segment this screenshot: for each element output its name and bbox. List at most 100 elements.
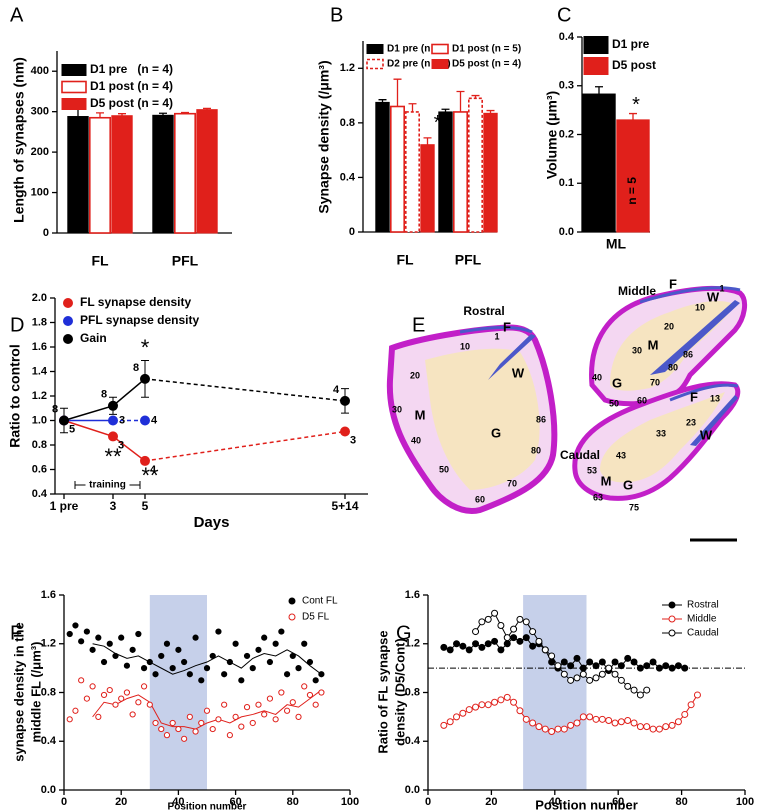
- data-point: [535, 723, 543, 731]
- error-bar: [159, 112, 167, 116]
- legend-marker: [63, 298, 73, 308]
- data-point: [146, 658, 153, 666]
- y-tick-label: 0: [43, 227, 49, 239]
- x-tick-label: 20: [485, 796, 497, 808]
- data-point: [221, 671, 228, 678]
- data-point: [158, 725, 165, 733]
- position-label: 86: [536, 414, 546, 424]
- data-point: [181, 735, 188, 742]
- data-point: [83, 628, 90, 635]
- data-point: [312, 677, 319, 684]
- data-point: [624, 717, 632, 725]
- panel-letter: E: [412, 314, 425, 336]
- data-point: [491, 609, 499, 617]
- y-tick-label: 0.2: [559, 128, 574, 140]
- data-point: [573, 654, 581, 662]
- data-point: [681, 664, 689, 672]
- x-tick-label: ML: [606, 236, 627, 252]
- y-axis-label: Volume (μm³): [544, 91, 560, 179]
- data-point: [66, 630, 73, 638]
- y-tick-label: 1.0: [32, 414, 47, 426]
- n-label: 8: [101, 389, 107, 401]
- data-point: [140, 683, 148, 690]
- legend-swatch: [61, 80, 87, 94]
- legend-label: D1 pre: [612, 37, 650, 51]
- data-point: [255, 701, 262, 708]
- data-point: [232, 713, 239, 720]
- data-point: [548, 728, 556, 735]
- position-label: 70: [650, 377, 660, 387]
- data-point: [453, 713, 461, 721]
- training-bg: [85, 479, 130, 491]
- data-point: [108, 415, 118, 426]
- caudal-fissure: [669, 383, 739, 402]
- data-point: [59, 415, 69, 426]
- error-bar: [203, 107, 211, 110]
- y-tick-label: 1.2: [41, 638, 56, 650]
- caudal-granular: [600, 392, 725, 483]
- data-point: [522, 618, 530, 626]
- y-tick-label: 400: [31, 65, 49, 77]
- data-point: [446, 646, 454, 654]
- data-point: [529, 628, 537, 636]
- error-bar: [456, 90, 465, 112]
- data-point: [617, 718, 625, 726]
- position-label: 30: [392, 404, 402, 414]
- data-point: [541, 725, 549, 733]
- data-point: [255, 646, 262, 653]
- data-point: [95, 634, 102, 641]
- x-axis-label: Position number: [535, 797, 638, 812]
- position-label: 60: [637, 395, 647, 405]
- data-point: [630, 686, 638, 694]
- x-tick-label: 80: [287, 796, 299, 808]
- annotation: *: [632, 94, 640, 116]
- error-bar: [423, 137, 432, 145]
- y-tick-label: 0.4: [340, 171, 356, 183]
- legend-label: D5 FL: [302, 612, 330, 623]
- data-point: [266, 695, 274, 702]
- bar: [67, 116, 89, 234]
- region-label: W: [707, 289, 720, 304]
- annotation: *: [141, 335, 150, 360]
- y-tick-label: 0.8: [32, 439, 47, 451]
- middle-fissure: [639, 286, 741, 304]
- data-point: [529, 719, 537, 727]
- y-tick-label: 300: [31, 106, 49, 118]
- x-tick-label: 5+14: [331, 499, 358, 513]
- panel-e-drawing: E: [386, 285, 748, 542]
- error-bar: [408, 103, 417, 112]
- data-point: [129, 646, 136, 653]
- legend-label: D2 pre (n = 5): [387, 59, 451, 70]
- data-point: [78, 638, 85, 645]
- caudal-white-matter: [690, 395, 738, 446]
- section-name: Middle: [618, 284, 656, 298]
- data-point: [465, 706, 473, 714]
- data-point: [203, 707, 211, 714]
- position-label: 70: [507, 478, 517, 488]
- y-tick-label: 1.8: [32, 316, 47, 328]
- data-point: [135, 630, 142, 638]
- data-point: [586, 676, 594, 684]
- bar: [196, 109, 218, 234]
- data-point: [146, 701, 153, 708]
- data-point: [440, 721, 448, 729]
- legend-label: PFL synapse density: [80, 313, 199, 327]
- y-tick-label: 0.6: [32, 463, 47, 475]
- y-tick-label: 0.8: [405, 686, 420, 698]
- x-tick-label: 60: [229, 796, 241, 808]
- data-point: [649, 658, 657, 666]
- y-axis-label: Ratio of FL synapse: [375, 630, 390, 753]
- y-tick-label: 0.4: [405, 735, 421, 747]
- data-point: [118, 695, 125, 702]
- data-point: [497, 696, 505, 704]
- data-point: [283, 707, 291, 714]
- data-point: [624, 654, 632, 662]
- x-tick-label: 100: [736, 796, 754, 808]
- x-tick-label: 3: [110, 499, 117, 513]
- data-point: [567, 721, 575, 729]
- legend-swatch: [366, 44, 384, 54]
- annotation: **: [434, 112, 450, 134]
- series-line: [144, 430, 346, 462]
- data-point: [579, 664, 587, 672]
- region-label: F: [669, 276, 677, 291]
